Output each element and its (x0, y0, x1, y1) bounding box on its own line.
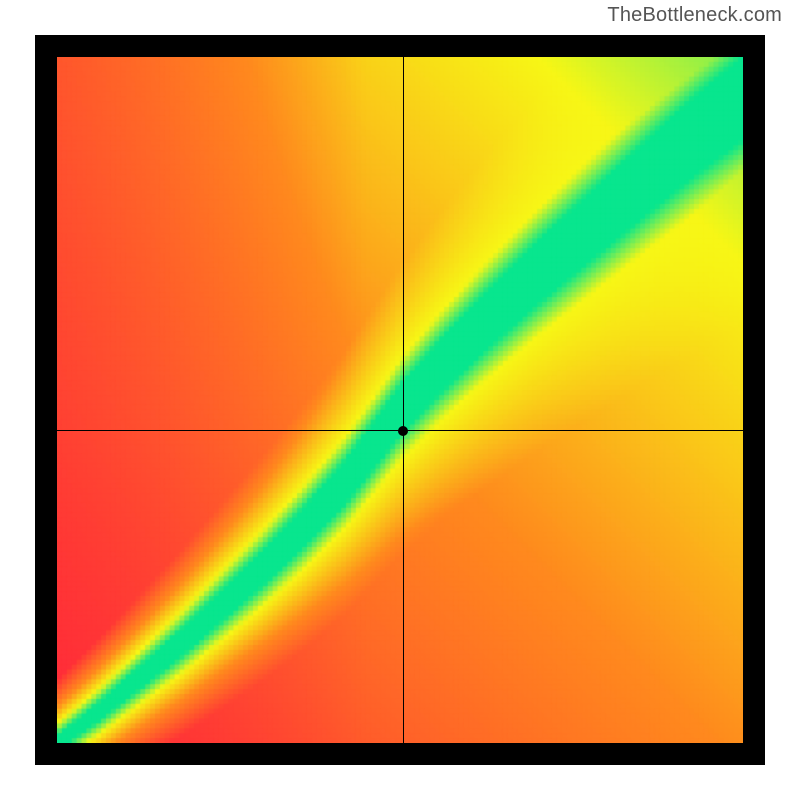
crosshair-vertical (403, 57, 404, 743)
chart-frame (35, 35, 765, 765)
crosshair-dot (398, 426, 408, 436)
heatmap-canvas (57, 57, 743, 743)
watermark-text: TheBottleneck.com (607, 4, 782, 27)
heatmap-plot (57, 57, 743, 743)
